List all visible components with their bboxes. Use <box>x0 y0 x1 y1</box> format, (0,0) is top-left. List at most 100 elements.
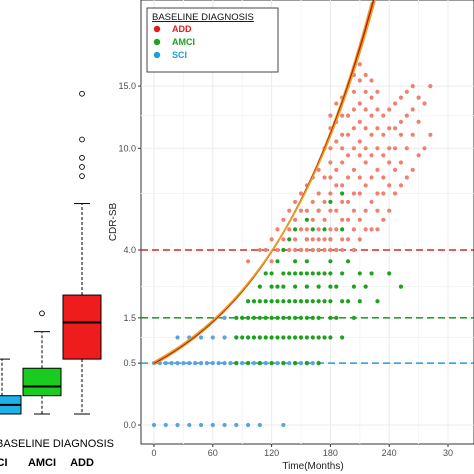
y-tick-label: 4.0 <box>123 245 136 255</box>
scatter-point <box>275 284 280 289</box>
scatter-point <box>357 271 362 276</box>
scatter-point <box>381 175 386 180</box>
scatter-point <box>222 422 227 428</box>
scatter-point <box>293 284 298 289</box>
scatter-point <box>245 335 251 340</box>
scatter-point <box>345 153 351 158</box>
scatter-point <box>387 160 392 165</box>
y-axis-ticks: 0.0 0.5 1.5 4.0 10.0 15.0 <box>118 81 141 430</box>
scatter-point <box>263 361 268 366</box>
scatter-point <box>363 126 368 131</box>
scatter-point <box>340 132 345 137</box>
scatter-point <box>287 335 292 340</box>
scatter-point <box>334 167 339 172</box>
scatter-point <box>351 315 357 320</box>
scatter-point <box>245 361 251 366</box>
scatter-point <box>269 284 274 289</box>
scatter-point <box>363 146 368 151</box>
box-outlier <box>79 154 85 161</box>
scatter-point <box>216 361 221 366</box>
scatter-point <box>163 361 168 366</box>
y-tick-label: 15.0 <box>118 81 136 91</box>
scatter-point <box>410 167 415 172</box>
legend-label: ADD <box>172 24 192 34</box>
scatter-point <box>222 361 227 366</box>
scatter-point <box>334 101 339 106</box>
scatter-point <box>257 361 262 366</box>
scatter-point <box>269 237 274 242</box>
scatter-point <box>298 299 304 304</box>
scatter-point <box>369 271 374 276</box>
scatter-point <box>263 271 268 276</box>
scatter-point <box>357 101 362 106</box>
scatter-point <box>310 237 315 242</box>
scatter-panel: 0.0 0.5 1.5 4.0 10.0 15.0 0 60 120 180 240 30 CDR-… <box>108 0 474 472</box>
scatter-point <box>293 237 298 242</box>
legend-marker <box>153 51 161 59</box>
scatter-point <box>293 299 298 304</box>
box-outlier <box>39 310 45 317</box>
scatter-point <box>287 227 292 232</box>
scatter-point <box>357 237 362 242</box>
scatter-point <box>263 315 268 320</box>
boxplot-x-title: BASELINE DIAGNOSIS <box>0 438 114 450</box>
scatter-point <box>357 62 362 67</box>
scatter-point <box>357 175 362 180</box>
scatter-point <box>340 199 345 205</box>
scatter-points <box>151 62 433 428</box>
scatter-point <box>410 132 415 137</box>
scatter-point <box>381 153 386 158</box>
scatter-point <box>351 146 357 151</box>
scatter-point <box>369 227 374 232</box>
legend-marker <box>153 38 161 46</box>
scatter-point <box>340 335 345 340</box>
scatter-point <box>351 107 357 112</box>
scatter-point <box>198 361 204 366</box>
scatter-point <box>387 208 392 213</box>
scatter-point <box>428 132 433 137</box>
scatter-point <box>334 284 339 289</box>
scatter-point <box>328 208 333 213</box>
scatter-point <box>298 247 304 253</box>
scatter-point <box>263 247 268 253</box>
scatter-point <box>298 335 304 340</box>
scatter-point <box>363 107 368 112</box>
scatter-point <box>375 167 380 172</box>
scatter-point <box>298 191 304 196</box>
scatter-point <box>375 208 380 213</box>
scatter-point <box>316 167 321 172</box>
scatter-point <box>322 199 327 205</box>
scatter-point <box>234 422 239 428</box>
scatter-point <box>363 284 368 289</box>
scatter-point <box>404 175 409 180</box>
box-outlier <box>79 173 85 179</box>
y-tick-label: 1.5 <box>123 313 136 323</box>
scatter-point <box>381 132 386 137</box>
scatter-point <box>287 208 292 213</box>
legend-label: SCI <box>172 50 187 60</box>
scatter-point <box>398 119 404 124</box>
scatter-point <box>269 299 274 304</box>
scatter-point <box>240 315 245 320</box>
scatter-point <box>316 191 321 196</box>
box-outlier <box>79 164 85 170</box>
x-tick-label: 0 <box>151 448 156 458</box>
scatter-point <box>345 113 351 118</box>
scatter-point <box>175 361 180 366</box>
scatter-point <box>304 299 309 304</box>
scatter-point <box>310 217 315 222</box>
scatter-point <box>293 247 298 253</box>
scatter-point <box>275 335 280 340</box>
fit-curve <box>153 0 377 363</box>
scatter-point <box>422 146 427 151</box>
scatter-point <box>345 299 351 304</box>
scatter-point <box>245 422 251 428</box>
scatter-point <box>340 217 345 222</box>
scatter-point <box>363 183 368 188</box>
scatter-point <box>298 315 304 320</box>
scatter-point <box>251 299 257 304</box>
scatter-point <box>322 271 327 276</box>
x-tick-label: 240 <box>382 448 397 458</box>
scatter-point <box>163 422 168 428</box>
scatter-point <box>351 227 357 232</box>
